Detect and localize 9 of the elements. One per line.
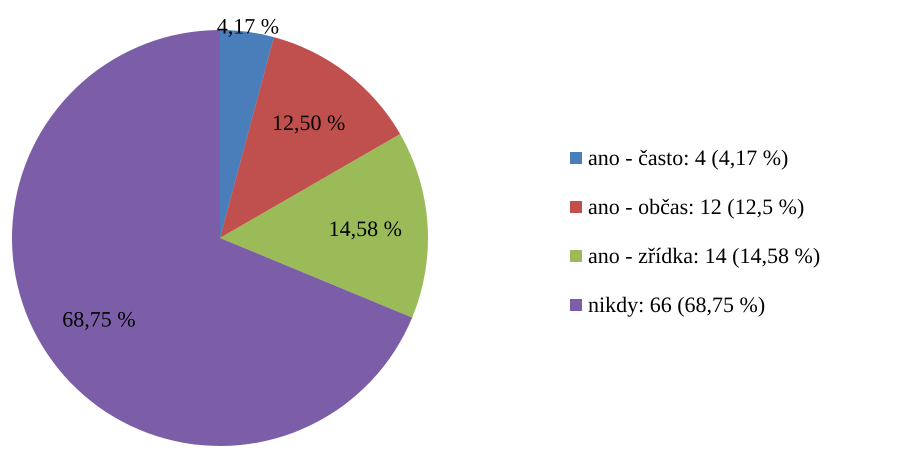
legend-label: nikdy: 66 (68,75 %) (588, 292, 766, 318)
data-label: 12,50 % (272, 110, 346, 136)
pie-slice (220, 134, 428, 318)
pie-slice (220, 37, 400, 238)
data-label: 14,58 % (328, 216, 402, 241)
legend-label: ano - zřídka: 14 (14,58 %) (588, 243, 820, 269)
data-label: 68,75 % (62, 306, 136, 332)
legend-label: ano - občas: 12 (12,5 %) (588, 194, 804, 220)
legend-label: ano - často: 4 (4,17 %) (588, 145, 788, 171)
